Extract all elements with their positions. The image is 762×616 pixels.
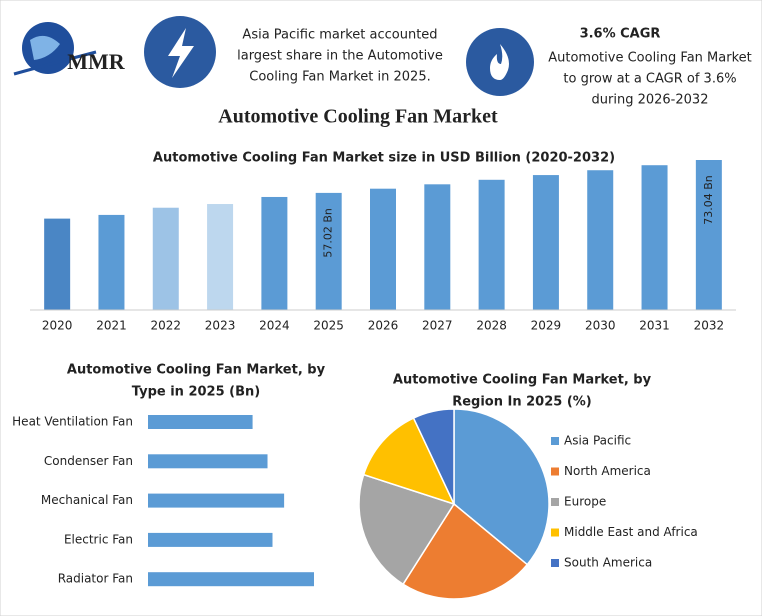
bar [695, 160, 722, 310]
bar [148, 532, 273, 547]
bolt-icon [144, 16, 216, 88]
bar [207, 204, 234, 310]
cagr-title: 3.6% CAGR [580, 27, 661, 42]
bar [148, 493, 285, 508]
x-tick-label: 2032 [694, 319, 725, 333]
bar [478, 179, 505, 310]
pie-slice [412, 408, 455, 505]
main-title: Automotive Cooling Fan Market [218, 106, 498, 128]
legend-label: South America [564, 556, 652, 570]
x-tick-label: 2027 [422, 319, 453, 333]
bar [641, 165, 668, 310]
value-label: 73.04 Bn [702, 175, 715, 225]
legend-label: Europe [564, 495, 606, 509]
chart-title: Automotive Cooling Fan Market size in US… [153, 151, 615, 166]
pie-slice [453, 408, 550, 566]
pie-slice [358, 473, 456, 586]
x-tick-label: 2030 [585, 319, 616, 333]
flame-icon [466, 28, 534, 96]
pie-slice [362, 417, 456, 506]
pie-slice [402, 502, 529, 600]
bar [424, 184, 451, 310]
legend-swatch [551, 528, 559, 537]
note-left: Cooling Fan Market in 2025. [249, 70, 430, 85]
x-tick-label: 2029 [531, 319, 562, 333]
bar [148, 572, 314, 587]
note-right: Automotive Cooling Fan Market [548, 51, 751, 66]
logo: MMR [13, 22, 126, 76]
category-label: Radiator Fan [58, 572, 133, 586]
x-tick-label: 2025 [313, 319, 344, 333]
note-left: largest share in the Automotive [237, 49, 443, 64]
bar [148, 454, 268, 469]
category-label: Heat Ventilation Fan [12, 415, 133, 429]
bar [532, 175, 559, 310]
x-tick-label: 2028 [476, 319, 507, 333]
bar [261, 196, 288, 310]
logo-text: MMR [67, 49, 126, 74]
legend-swatch [551, 498, 559, 506]
legend-label: Asia Pacific [564, 434, 631, 448]
chart-title: Automotive Cooling Fan Market, by [393, 373, 652, 388]
bar [152, 207, 179, 310]
legend-swatch [551, 437, 559, 445]
x-tick-label: 2031 [639, 319, 670, 333]
bar [98, 214, 125, 310]
legend-swatch [551, 559, 559, 567]
x-tick-label: 2026 [368, 319, 399, 333]
x-tick-label: 2023 [205, 319, 236, 333]
category-label: Condenser Fan [44, 454, 133, 468]
bar [315, 192, 342, 310]
legend-label: North America [564, 464, 651, 478]
legend-swatch [551, 467, 559, 476]
x-tick-label: 2024 [259, 319, 290, 333]
bar [148, 415, 253, 429]
note-left: Asia Pacific market accounted [242, 28, 437, 43]
bar [44, 218, 71, 310]
x-tick-label: 2020 [42, 319, 73, 333]
legend-label: Middle East and Africa [564, 525, 698, 539]
chart-title: Type in 2025 (Bn) [132, 385, 260, 400]
note-right: during 2026-2032 [592, 93, 709, 108]
chart-title: Automotive Cooling Fan Market, by [67, 363, 326, 378]
bar [587, 170, 614, 310]
bar [370, 188, 396, 310]
chart-title: Region In 2025 (%) [452, 395, 592, 410]
value-label: 57.02 Bn [322, 208, 335, 258]
x-tick-label: 2021 [96, 319, 127, 333]
category-label: Electric Fan [64, 532, 133, 546]
x-tick-label: 2022 [150, 319, 181, 333]
category-label: Mechanical Fan [41, 493, 133, 507]
note-right: to grow at a CAGR of 3.6% [563, 72, 736, 87]
